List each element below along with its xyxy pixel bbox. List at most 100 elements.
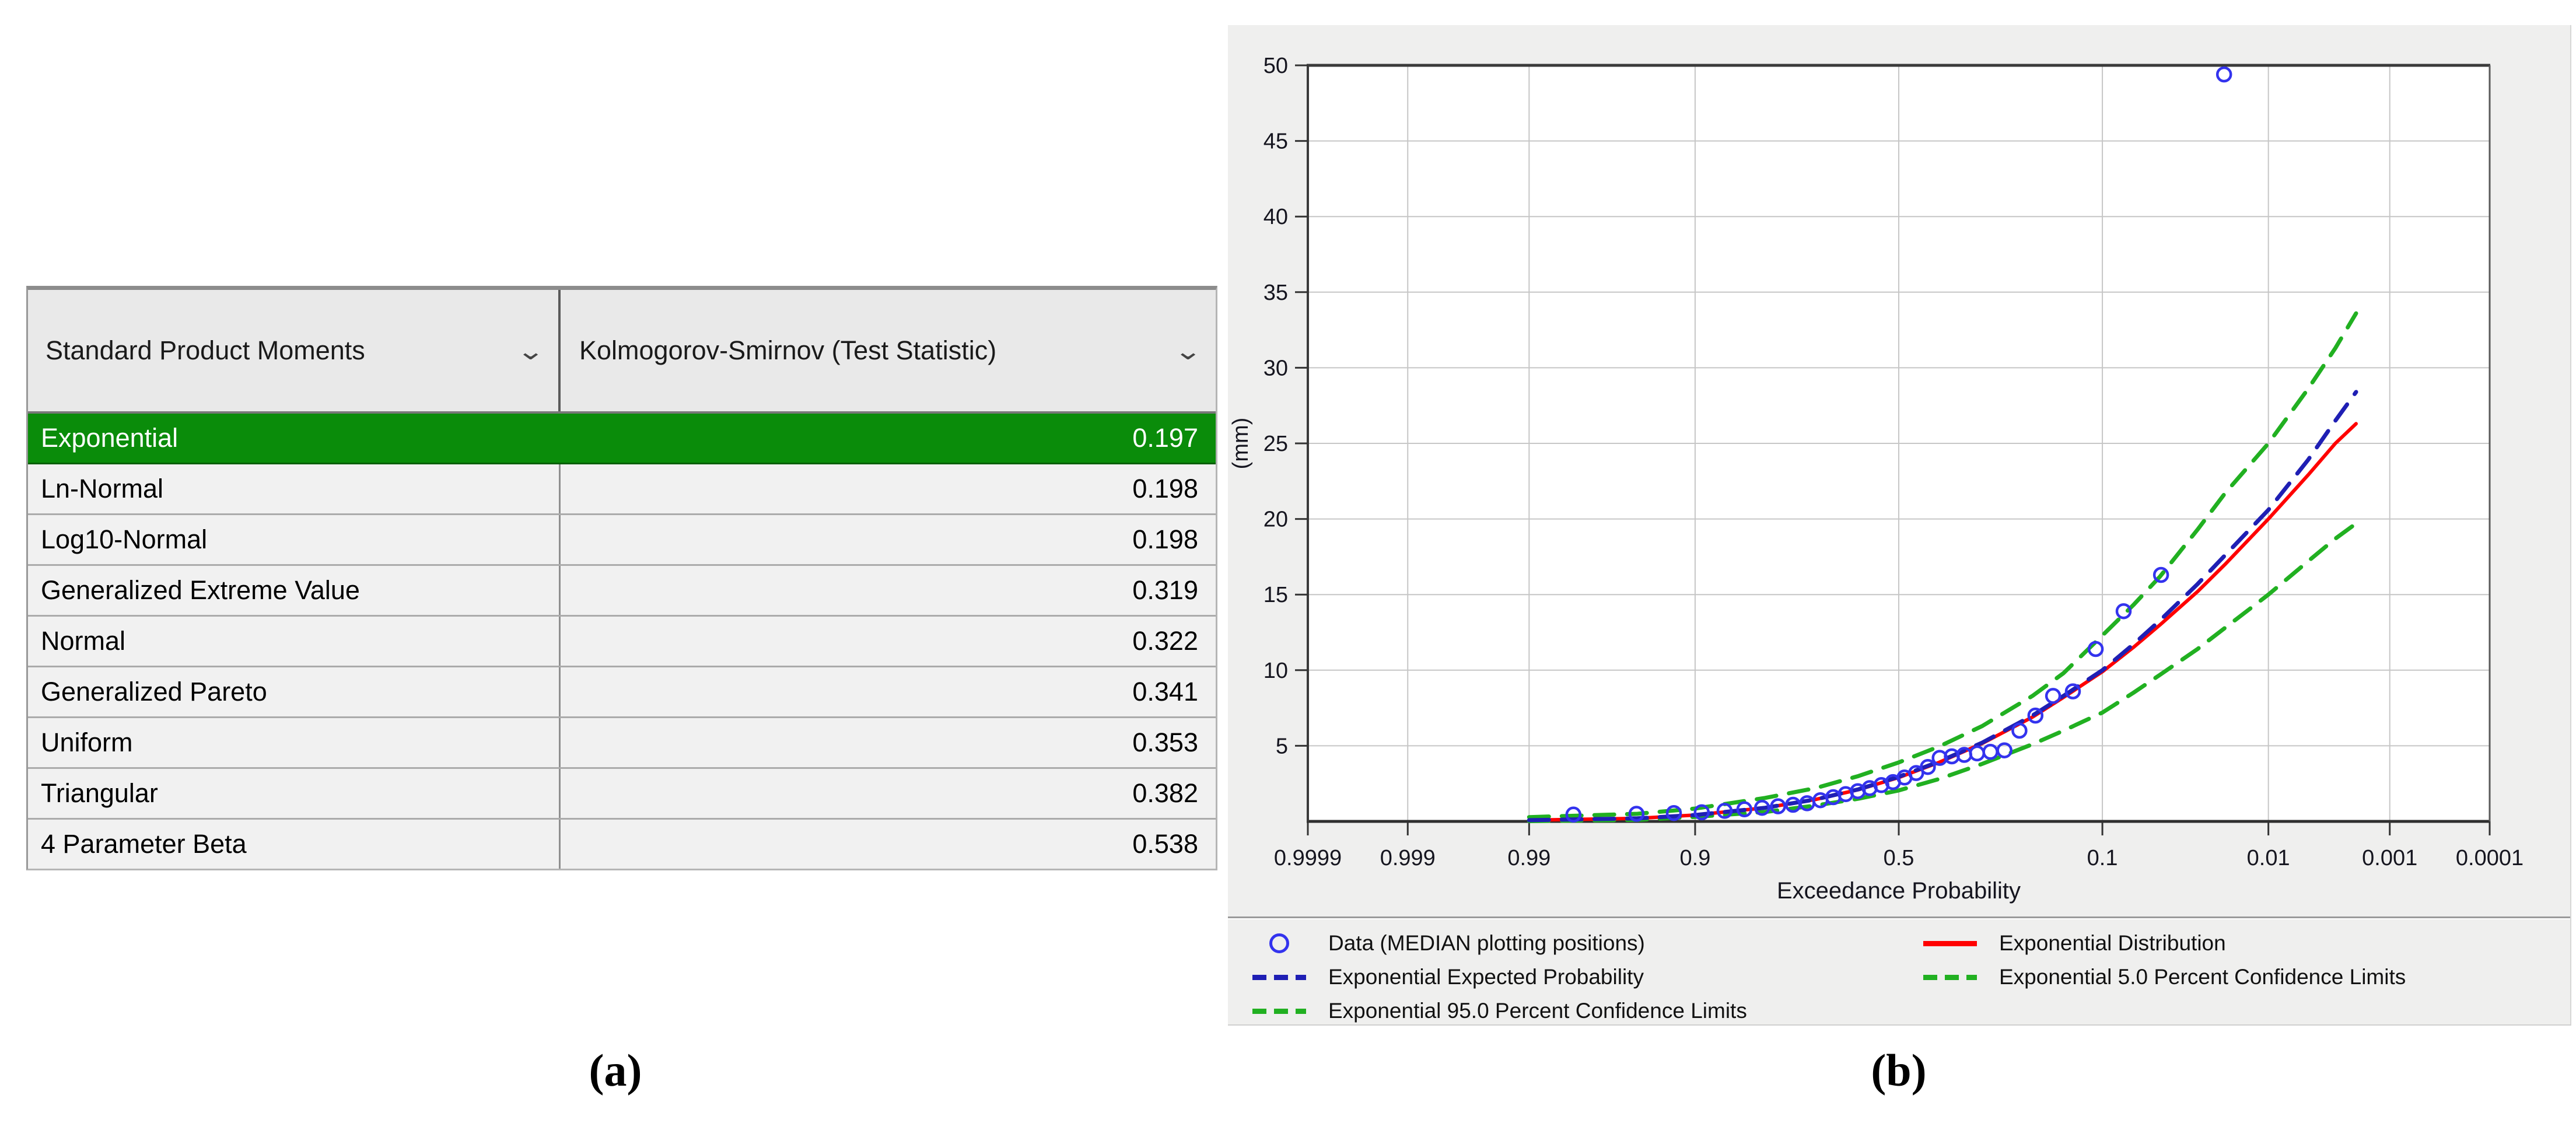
x-tick-label: 0.01: [2247, 846, 2290, 870]
y-tick-label: 5: [1276, 734, 1288, 758]
test-statistic-value: 0.197: [1132, 423, 1198, 453]
y-tick-label: 25: [1264, 432, 1288, 456]
y-axis-label: (mm): [1228, 418, 1253, 470]
legend-entry: Exponential 95.0 Percent Confidence Limi…: [1228, 994, 1899, 1028]
distribution-name: Generalized Pareto: [28, 667, 561, 716]
data-point: [1770, 798, 1786, 814]
data-point: [1565, 806, 1582, 823]
distribution-name: Exponential: [28, 414, 561, 463]
caption-a: (a): [589, 1045, 642, 1096]
test-statistic-value: 0.198: [1132, 474, 1198, 503]
curve-exponential-95-0-percent-confidence-limits: [1527, 311, 2358, 820]
y-tick-label: 15: [1264, 583, 1288, 607]
legend-entry: Exponential Distribution: [1899, 926, 2570, 960]
y-tick-label: 20: [1264, 508, 1288, 532]
x-tick-label: 0.1: [2087, 846, 2118, 870]
chevron-down-icon[interactable]: ⌄: [516, 337, 545, 365]
test-statistic-value: 0.341: [1132, 677, 1198, 706]
data-point: [2115, 603, 2132, 620]
table-row-normal[interactable]: Normal 0.322: [28, 617, 1216, 667]
data-point: [1931, 750, 1948, 766]
distribution-name: Uniform: [28, 718, 561, 767]
legend-line-marker-icon: [1923, 940, 1977, 946]
test-statistic-value: 0.382: [1132, 778, 1198, 808]
x-tick-label: 0.99: [1507, 846, 1550, 870]
data-point: [1754, 799, 1770, 816]
data-point: [2045, 688, 2062, 704]
table-row-generalized-extreme-value[interactable]: Generalized Extreme Value 0.319: [28, 566, 1216, 617]
legend-entry: Exponential 5.0 Percent Confidence Limit…: [1899, 960, 2570, 994]
test-statistic-value: 0.319: [1132, 575, 1198, 605]
x-tick-label: 0.999: [1380, 846, 1436, 870]
table-row-generalized-pareto[interactable]: Generalized Pareto 0.341: [28, 667, 1216, 718]
legend-label: Exponential Distribution: [1999, 931, 2226, 955]
x-tick-label: 0.0001: [2456, 846, 2524, 870]
legend-circle-marker-icon: [1252, 933, 1306, 953]
x-tick-label: 0.001: [2362, 846, 2417, 870]
distribution-name: Ln-Normal: [28, 464, 561, 513]
data-point: [2152, 566, 2169, 583]
legend-label: Exponential Expected Probability: [1328, 965, 1644, 989]
chart-legend: Data (MEDIAN plotting positions) Exponent…: [1228, 916, 2570, 1026]
test-statistic-value: 0.322: [1132, 626, 1198, 656]
data-point: [1785, 796, 1801, 813]
table-row-triangular[interactable]: Triangular 0.382: [28, 769, 1216, 820]
legend-entry: Exponential Expected Probability: [1228, 960, 1899, 994]
caption-b: (b): [1871, 1045, 1927, 1096]
legend-label: Exponential 95.0 Percent Confidence Limi…: [1328, 999, 1747, 1023]
distribution-name: Generalized Extreme Value: [28, 566, 561, 615]
x-tick-label: 0.5: [1884, 846, 1915, 870]
test-statistic-value: 0.538: [1132, 829, 1198, 859]
data-point: [2216, 66, 2232, 83]
x-axis-label: Exceedance Probability: [1777, 878, 2021, 904]
distribution-name: Normal: [28, 617, 561, 666]
table-row-exponential[interactable]: Exponential 0.197: [28, 414, 1216, 464]
legend-entry: Data (MEDIAN plotting positions): [1228, 926, 1899, 960]
test-statistic-value: 0.353: [1132, 727, 1198, 757]
test-statistic-value: 0.198: [1132, 524, 1198, 554]
table-row-4-parameter-beta[interactable]: 4 Parameter Beta 0.538: [28, 820, 1216, 869]
distribution-fit-table: Standard Product Moments ⌄ Kolmogorov-Sm…: [26, 286, 1217, 870]
data-point: [1665, 804, 1682, 821]
curve-exponential-expected-probability: [1527, 390, 2358, 823]
distribution-name: 4 Parameter Beta: [28, 820, 561, 869]
y-tick-label: 35: [1264, 281, 1288, 305]
dashed-line-icon: [1252, 974, 1306, 980]
data-point: [1693, 804, 1710, 821]
data-point: [2064, 683, 2081, 699]
distribution-name: Log10-Normal: [28, 515, 561, 564]
y-tick-label: 40: [1264, 205, 1288, 229]
exceedance-probability-chart: 0.9999 0.999 0.99 0.9 0.5 0.1 0.01 0.001 0.0001 5…: [1228, 54, 2524, 904]
table-body: Exponential 0.197 Ln-Normal 0.198 Log10-Norm…: [28, 414, 1216, 869]
column-header-standard-product-moments[interactable]: Standard Product Moments ⌄: [28, 290, 561, 411]
data-point: [1716, 803, 1733, 819]
column-header-kolmogorov-smirnov[interactable]: Kolmogorov-Smirnov (Test Statistic) ⌄: [561, 290, 1216, 411]
data-point: [2011, 722, 2028, 739]
table-row-ln-normal[interactable]: Ln-Normal 0.198: [28, 464, 1216, 515]
legend-label: Data (MEDIAN plotting positions): [1328, 931, 1645, 955]
chevron-down-icon[interactable]: ⌄: [1173, 337, 1203, 365]
column-header-label: Standard Product Moments: [46, 335, 365, 365]
data-point: [1628, 806, 1645, 822]
y-tick-label: 45: [1264, 130, 1288, 154]
open-circle-icon: [1269, 933, 1289, 953]
solid-line-icon: [1923, 940, 1977, 946]
y-tick-label: 10: [1264, 659, 1288, 683]
x-tick-label: 0.9: [1680, 846, 1711, 870]
data-point: [1736, 801, 1753, 818]
x-tick-label: 0.9999: [1274, 846, 1342, 870]
distribution-name: Triangular: [28, 769, 561, 818]
probability-plot-panel: 0.9999 0.999 0.99 0.9 0.5 0.1 0.01 0.001 0.0001 5…: [1228, 25, 2571, 1026]
table-header-row: Standard Product Moments ⌄ Kolmogorov-Sm…: [28, 290, 1216, 414]
data-point: [2087, 641, 2104, 657]
table-row-uniform[interactable]: Uniform 0.353: [28, 718, 1216, 769]
y-tick-label: 30: [1264, 356, 1288, 380]
data-point: [2027, 707, 2044, 724]
dashed-line-icon: [1923, 974, 1977, 980]
table-row-log10-normal[interactable]: Log10-Normal 0.198: [28, 515, 1216, 566]
legend-line-marker-icon: [1252, 974, 1306, 980]
dashed-line-icon: [1252, 1008, 1306, 1014]
y-tick-label: 50: [1264, 54, 1288, 78]
legend-label: Exponential 5.0 Percent Confidence Limit…: [1999, 965, 2406, 989]
legend-line-marker-icon: [1923, 974, 1977, 980]
